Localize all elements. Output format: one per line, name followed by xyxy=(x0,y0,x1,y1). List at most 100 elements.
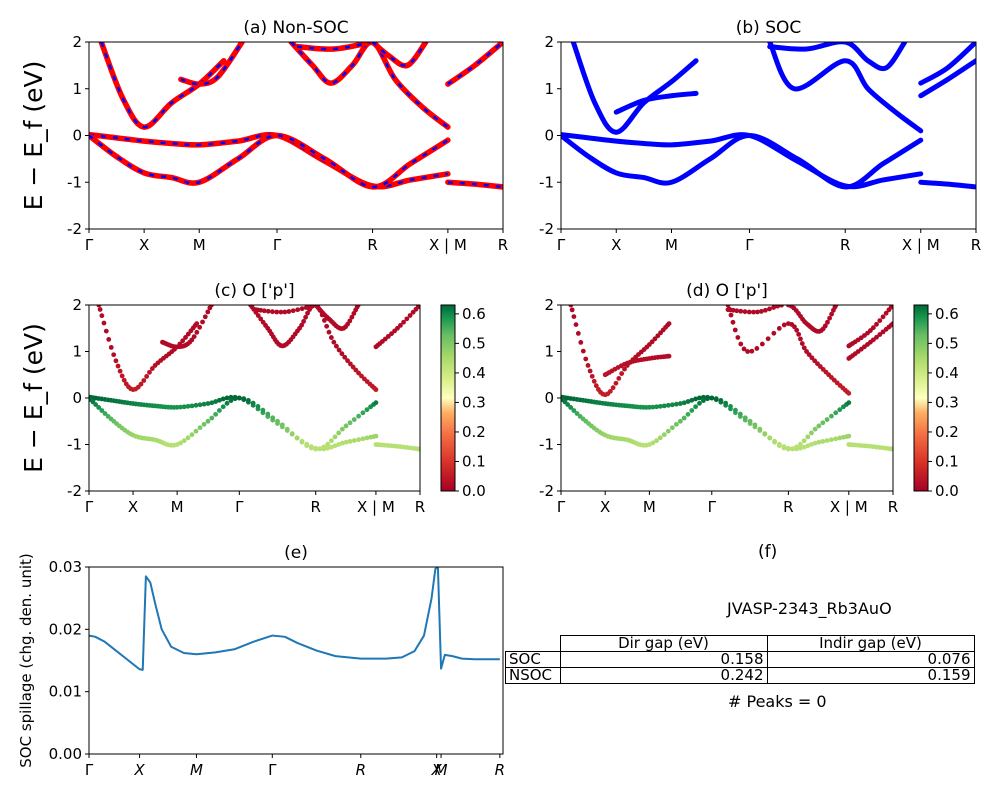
projection-point xyxy=(342,354,348,360)
projection-point xyxy=(816,423,822,429)
projection-point xyxy=(833,410,839,416)
x-tick-label: M xyxy=(190,761,203,779)
x-tick-label: R xyxy=(495,761,505,779)
projection-point xyxy=(752,422,758,428)
projection-point xyxy=(652,336,658,342)
y-axis-label: SOC spillage (chg. den. unit) xyxy=(17,553,35,768)
projection-point xyxy=(785,446,791,452)
projection-point xyxy=(138,381,144,387)
projection-point xyxy=(329,444,334,450)
projection-point xyxy=(228,398,234,403)
x-tick-label: R xyxy=(971,236,981,254)
x-tick-label: X xyxy=(139,236,149,254)
projection-point xyxy=(213,411,219,417)
projection-point xyxy=(360,410,366,416)
projection-point xyxy=(209,415,215,421)
projection-point xyxy=(798,336,803,342)
band-line-dashed xyxy=(290,42,449,129)
plot-area-a xyxy=(89,42,503,190)
projection-point xyxy=(816,439,822,445)
projection-point xyxy=(693,396,698,402)
projection-point xyxy=(295,307,301,313)
projection-point xyxy=(742,415,748,421)
panel-title: (c) O ['p'] xyxy=(214,281,294,301)
x-tick-label: M xyxy=(643,498,656,516)
projection-point xyxy=(610,385,616,391)
projection-point xyxy=(99,408,105,413)
projection-point xyxy=(701,398,706,403)
projection-point xyxy=(666,321,672,326)
projection-point xyxy=(224,400,230,406)
projection-point xyxy=(742,309,748,315)
projection-point xyxy=(655,333,661,339)
projection-point xyxy=(870,325,876,331)
projection-point xyxy=(193,428,199,434)
colorbar-gradient xyxy=(440,304,456,492)
projection-point xyxy=(713,396,719,402)
table-row: NSOC 0.242 0.159 xyxy=(505,667,975,684)
projection-point xyxy=(289,431,295,437)
projection-point xyxy=(303,314,308,320)
x-tick-label: Γ xyxy=(745,236,754,254)
projection-point xyxy=(781,445,787,451)
projection-point xyxy=(673,401,679,407)
projection-point xyxy=(345,358,350,364)
projection-point xyxy=(733,407,738,413)
projection-point xyxy=(178,404,183,410)
projection-point xyxy=(201,421,207,427)
projection-point xyxy=(741,346,747,352)
projection-point xyxy=(275,418,280,424)
projection-point xyxy=(261,308,267,314)
band-line-dashed xyxy=(447,181,503,189)
projection-point xyxy=(792,324,797,330)
projection-point xyxy=(194,321,200,326)
projection-point xyxy=(356,413,362,419)
projection-point xyxy=(191,334,197,340)
projection-point xyxy=(801,345,807,351)
panel-d: -2 -1 0 1 2 Γ X M Γ R X | M R (d) O ['p'] xyxy=(539,281,898,516)
projection-point xyxy=(737,411,743,417)
projection-point xyxy=(99,313,105,319)
projection-point xyxy=(347,438,353,444)
band-line-dashed xyxy=(89,134,449,189)
projection-point xyxy=(837,435,843,441)
projection-point xyxy=(571,408,577,413)
y-tick-label: -1 xyxy=(67,436,82,454)
projection-point xyxy=(343,439,349,445)
projection-point xyxy=(355,305,361,308)
projection-point xyxy=(820,438,826,444)
axes-frame xyxy=(88,304,421,492)
projection-point xyxy=(573,322,579,328)
band-line xyxy=(369,42,429,69)
projection-point xyxy=(317,446,323,452)
projection-point xyxy=(284,426,290,432)
colorbar-tick-label: 0.1 xyxy=(462,452,486,470)
projection-point xyxy=(232,396,238,402)
projection-point xyxy=(321,318,327,323)
projection-point xyxy=(801,438,807,444)
projection-point xyxy=(102,411,108,416)
band-line xyxy=(570,42,699,135)
projection-point xyxy=(776,325,782,331)
projection-point xyxy=(772,439,778,445)
projection-point xyxy=(103,328,109,334)
x-tick-label: X | M xyxy=(830,498,868,516)
projection-point xyxy=(657,435,663,441)
projection-point xyxy=(106,336,112,342)
cell-dir: 0.242 xyxy=(559,667,768,684)
projection-point xyxy=(96,405,102,410)
projection-point xyxy=(665,428,671,434)
y-tick-label: 0 xyxy=(72,389,82,407)
projection-point xyxy=(193,402,199,408)
projection-point xyxy=(197,324,203,330)
projection-point xyxy=(883,310,889,316)
x-tick-label: R xyxy=(415,498,425,516)
panel-f-footer: # Peaks = 0 xyxy=(728,692,827,711)
projection-point xyxy=(216,397,222,403)
projection-point xyxy=(389,331,394,337)
spillage-line xyxy=(89,567,500,671)
projection-point xyxy=(758,308,764,314)
projection-point xyxy=(846,390,852,396)
projection-point xyxy=(141,378,147,383)
